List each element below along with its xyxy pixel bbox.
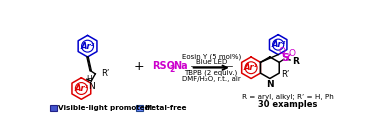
Text: RSO: RSO — [152, 61, 175, 71]
Text: Ar²: Ar² — [81, 42, 94, 51]
Text: N: N — [266, 80, 274, 89]
Text: Ar¹: Ar¹ — [244, 63, 258, 72]
Text: Eosin Y (5 mol%): Eosin Y (5 mol%) — [181, 54, 241, 60]
Text: Visible-light promoted: Visible-light promoted — [58, 105, 150, 111]
Text: R’: R’ — [101, 69, 109, 78]
Text: O: O — [288, 49, 295, 58]
Text: Blue LED: Blue LED — [195, 59, 227, 65]
Text: O: O — [278, 47, 285, 56]
Text: R: R — [293, 57, 299, 66]
Text: N: N — [88, 82, 95, 91]
Text: DMF/H₂O, r.t., air: DMF/H₂O, r.t., air — [182, 76, 240, 82]
Text: 30 examples: 30 examples — [258, 100, 317, 109]
FancyBboxPatch shape — [136, 105, 143, 111]
Text: Na: Na — [173, 61, 187, 71]
Text: S: S — [282, 53, 290, 63]
Text: R = aryl, alkyl; R’ = H, Ph: R = aryl, alkyl; R’ = H, Ph — [242, 94, 333, 100]
Text: H: H — [86, 75, 92, 84]
Text: 2: 2 — [169, 65, 174, 74]
Text: Ar²: Ar² — [271, 40, 285, 49]
Text: TBPB (2 equiv.): TBPB (2 equiv.) — [184, 70, 238, 76]
Text: +: + — [133, 60, 144, 73]
Text: R’: R’ — [282, 70, 290, 79]
Text: Ar¹: Ar¹ — [74, 84, 88, 93]
FancyBboxPatch shape — [50, 105, 57, 111]
Text: Metal-free: Metal-free — [144, 105, 187, 111]
